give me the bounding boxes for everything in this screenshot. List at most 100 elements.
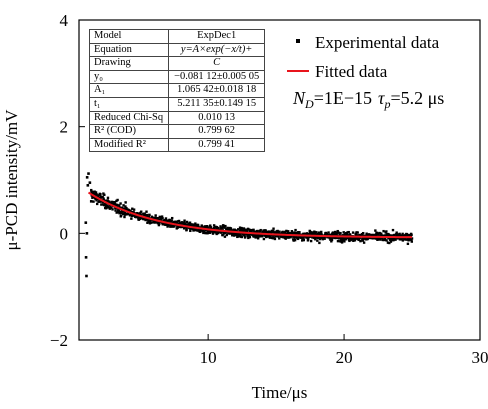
data-point xyxy=(374,229,377,232)
data-point xyxy=(389,240,393,243)
data-point xyxy=(91,190,94,194)
data-point xyxy=(149,219,152,223)
fit-param-value: −0.081 12±0.005 05 xyxy=(168,69,265,85)
data-point xyxy=(223,226,226,229)
data-point xyxy=(334,230,337,234)
fit-param-label: Drawing xyxy=(88,56,170,71)
data-point xyxy=(187,226,190,229)
data-point xyxy=(398,232,401,236)
axes-layer: 10 20 30 −2 0 2 4 xyxy=(50,11,488,367)
data-point xyxy=(111,201,114,204)
fit-param-value: y=A×exp(−x/t)+ xyxy=(168,42,265,58)
data-point xyxy=(239,233,242,236)
data-point xyxy=(316,239,319,242)
data-point xyxy=(410,238,413,242)
data-point xyxy=(335,231,339,235)
fit-table-row: Drawing C xyxy=(88,56,265,71)
data-point xyxy=(298,231,301,234)
fit-param-value: 5.211 35±0.149 15 xyxy=(168,96,265,112)
data-point xyxy=(256,229,259,233)
data-point xyxy=(145,213,149,217)
data-point xyxy=(262,229,265,232)
data-point xyxy=(285,229,288,233)
data-point xyxy=(89,200,93,203)
data-point xyxy=(238,235,241,238)
data-point xyxy=(294,236,297,239)
data-point xyxy=(212,224,216,227)
data-point xyxy=(262,237,266,241)
data-point xyxy=(209,224,212,227)
data-point xyxy=(92,200,95,203)
data-point xyxy=(117,209,121,212)
data-point xyxy=(95,193,98,196)
fit-table-row: R² (COD) 0.799 62 xyxy=(88,124,265,139)
data-point xyxy=(174,220,177,223)
data-point xyxy=(113,200,116,204)
data-point xyxy=(124,201,127,204)
data-point xyxy=(123,207,126,211)
data-point xyxy=(135,215,138,218)
data-point xyxy=(182,227,186,230)
data-point xyxy=(328,236,331,240)
data-point xyxy=(336,229,339,233)
data-point xyxy=(202,231,205,235)
data-point xyxy=(351,237,354,240)
data-point xyxy=(95,199,98,202)
data-point xyxy=(406,234,409,238)
data-point xyxy=(222,224,225,227)
data-point xyxy=(221,233,224,237)
data-point xyxy=(130,217,133,220)
data-point xyxy=(164,217,168,220)
data-point xyxy=(189,229,192,233)
data-point xyxy=(358,236,361,240)
legend-label-experimental: Experimental data xyxy=(315,33,440,52)
data-point xyxy=(242,227,246,230)
data-point xyxy=(130,214,134,218)
data-point xyxy=(84,256,88,259)
data-point xyxy=(406,242,410,246)
fit-param-label: A₁ xyxy=(88,83,170,98)
data-point xyxy=(242,228,246,232)
data-point xyxy=(99,196,103,199)
fit-param-value: 0.010 13 xyxy=(168,110,265,126)
tau-subscript: p xyxy=(383,97,390,111)
data-point xyxy=(127,212,130,215)
data-point xyxy=(391,228,395,232)
data-point xyxy=(143,212,146,215)
x-tick-label: 20 xyxy=(336,348,353,367)
data-point xyxy=(194,222,197,225)
data-point xyxy=(111,208,114,211)
data-point xyxy=(158,222,161,225)
data-point xyxy=(189,227,193,230)
data-point xyxy=(106,200,109,204)
data-point xyxy=(248,228,251,231)
data-point xyxy=(116,198,119,202)
x-tick-label: 30 xyxy=(472,348,488,367)
tau-symbol: τ xyxy=(378,88,385,108)
data-point xyxy=(85,274,88,278)
data-point xyxy=(273,237,277,241)
data-point xyxy=(181,225,184,229)
data-point xyxy=(238,226,242,229)
data-point xyxy=(327,231,330,234)
y-tick-label: 0 xyxy=(60,224,69,243)
data-point xyxy=(348,233,352,236)
fit-table-row: t₁ 5.211 35±0.149 15 xyxy=(88,96,265,112)
data-point xyxy=(340,241,344,244)
data-point xyxy=(315,231,318,234)
data-point xyxy=(148,213,151,217)
data-point xyxy=(245,229,249,233)
data-point xyxy=(247,236,250,240)
data-point xyxy=(109,206,113,209)
data-point xyxy=(121,212,125,216)
data-point xyxy=(376,232,380,236)
fit-param-label: Modified R² xyxy=(88,137,170,153)
data-point xyxy=(196,223,200,227)
data-point xyxy=(228,232,232,235)
data-layer xyxy=(84,172,414,278)
data-point xyxy=(224,224,227,228)
n-subscript: D xyxy=(304,97,314,111)
data-point xyxy=(302,232,305,236)
data-point xyxy=(119,214,123,217)
data-point xyxy=(148,222,152,225)
